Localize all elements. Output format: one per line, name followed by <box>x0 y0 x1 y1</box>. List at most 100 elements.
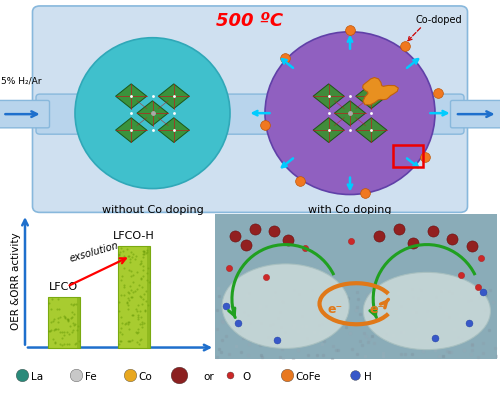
Point <box>129 251 137 257</box>
Point <box>121 321 129 327</box>
Point <box>128 294 136 300</box>
Text: LFCO-H: LFCO-H <box>113 231 154 241</box>
Point <box>139 248 147 254</box>
Point <box>68 328 76 335</box>
Point <box>128 337 136 343</box>
Point <box>122 320 130 326</box>
Point <box>124 320 132 327</box>
Point <box>70 321 78 327</box>
Point <box>140 249 147 255</box>
Point <box>122 299 130 305</box>
Point <box>52 326 60 332</box>
Point <box>126 283 134 290</box>
Point <box>56 314 64 321</box>
Point <box>142 288 150 294</box>
Point <box>124 318 132 325</box>
Point <box>61 315 69 322</box>
Point <box>128 272 136 278</box>
Text: with Co doping: with Co doping <box>308 205 392 215</box>
Point <box>68 314 76 321</box>
Polygon shape <box>158 84 190 109</box>
Point <box>116 249 124 256</box>
Point <box>144 270 152 277</box>
FancyBboxPatch shape <box>147 246 150 347</box>
Point <box>138 296 146 302</box>
Point <box>136 293 144 299</box>
Point <box>140 251 148 257</box>
Point <box>141 308 149 314</box>
Point <box>115 251 123 257</box>
Point <box>134 326 142 332</box>
Point <box>124 306 132 312</box>
Point <box>144 265 152 271</box>
Point <box>137 335 145 342</box>
Point <box>56 329 64 335</box>
Point <box>50 316 58 322</box>
Point <box>48 296 56 302</box>
Point <box>66 323 74 329</box>
Point <box>132 288 140 295</box>
Point <box>46 328 54 334</box>
Point <box>125 297 133 303</box>
Point <box>54 296 62 302</box>
Point <box>116 338 124 344</box>
Point <box>134 286 141 293</box>
Point <box>138 319 146 325</box>
Point <box>124 246 132 252</box>
Point <box>136 294 144 301</box>
Point <box>124 318 132 325</box>
Point <box>124 326 132 333</box>
Point <box>140 247 148 254</box>
Point <box>68 308 76 315</box>
Point <box>134 329 142 335</box>
Point <box>54 306 62 312</box>
Point <box>138 320 146 327</box>
Point <box>72 301 80 307</box>
Point <box>74 338 82 344</box>
Text: OER &ORR activity: OER &ORR activity <box>11 233 21 330</box>
Point <box>64 316 72 322</box>
Point <box>60 341 68 347</box>
Text: La: La <box>31 372 43 382</box>
Point <box>66 301 74 307</box>
Point <box>134 281 142 288</box>
Point <box>139 262 147 269</box>
Text: e⁻: e⁻ <box>328 303 342 316</box>
Point <box>56 341 64 347</box>
Point <box>61 314 69 320</box>
FancyBboxPatch shape <box>32 6 468 212</box>
Point <box>120 264 128 271</box>
Point <box>136 337 144 343</box>
Polygon shape <box>356 118 387 143</box>
Point <box>54 326 62 333</box>
Point <box>118 324 126 331</box>
Point <box>137 314 145 320</box>
Point <box>116 329 124 335</box>
Point <box>120 292 128 298</box>
Point <box>125 290 133 296</box>
Point <box>136 261 144 267</box>
Point <box>115 307 123 314</box>
Point <box>60 331 68 338</box>
Point <box>136 308 144 314</box>
Point <box>116 337 124 344</box>
Text: Co-doped: Co-doped <box>415 15 462 25</box>
Point <box>58 342 66 348</box>
Text: exsolution: exsolution <box>68 240 120 264</box>
Point <box>123 300 131 306</box>
Point <box>54 319 62 326</box>
Point <box>140 307 148 313</box>
Point <box>65 330 73 337</box>
Point <box>143 247 151 253</box>
Point <box>118 272 126 279</box>
Polygon shape <box>313 84 344 109</box>
Ellipse shape <box>364 272 490 350</box>
Point <box>128 294 136 301</box>
Polygon shape <box>362 77 398 105</box>
Text: Co: Co <box>139 372 152 382</box>
Point <box>132 306 140 312</box>
Point <box>70 310 78 317</box>
Point <box>58 329 66 335</box>
Point <box>115 299 123 305</box>
Point <box>49 335 57 342</box>
